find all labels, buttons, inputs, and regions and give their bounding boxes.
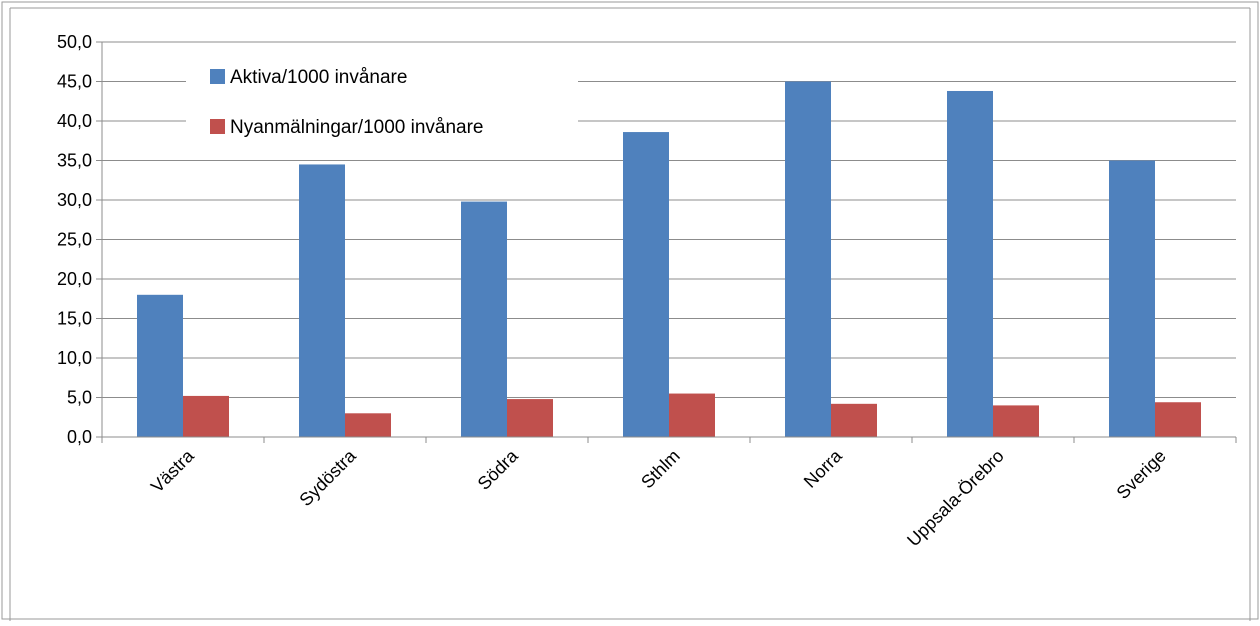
x-tick-label: Sydöstra (295, 445, 360, 510)
bar (461, 201, 507, 437)
bar (947, 90, 993, 437)
y-tick-label: 15,0 (57, 309, 92, 329)
y-tick-label: 20,0 (57, 269, 92, 289)
y-tick-label: 10,0 (57, 348, 92, 368)
bar (669, 393, 715, 437)
x-tick-label: Sverige (1113, 446, 1170, 503)
y-tick-label: 5,0 (67, 388, 92, 408)
bar (1109, 160, 1155, 437)
x-tick-label: Södra (474, 445, 523, 494)
y-tick-label: 35,0 (57, 151, 92, 171)
x-tick-label: Uppsala-Örebro (903, 446, 1008, 551)
legend-label: Nyanmälningar/1000 invånare (230, 117, 484, 138)
legend-label: Aktiva/1000 invånare (230, 67, 407, 88)
y-tick-label: 30,0 (57, 190, 92, 210)
bar (299, 164, 345, 437)
x-tick-label: Sthlm (637, 446, 684, 493)
y-tick-label: 45,0 (57, 72, 92, 92)
bar (1155, 402, 1201, 437)
legend-box (186, 58, 578, 154)
bar (507, 399, 553, 437)
y-tick-label: 0,0 (67, 427, 92, 447)
bar (831, 403, 877, 437)
bar (137, 294, 183, 437)
legend-swatch (210, 119, 225, 134)
x-tick-label: Västra (147, 445, 199, 497)
bar (623, 132, 669, 437)
y-tick-label: 25,0 (57, 230, 92, 250)
legend-swatch (210, 69, 225, 84)
bar (345, 413, 391, 437)
bar (785, 81, 831, 437)
x-tick-label: Norra (800, 445, 847, 492)
bar (183, 395, 229, 437)
y-tick-label: 50,0 (57, 32, 92, 52)
y-tick-label: 40,0 (57, 111, 92, 131)
bar (993, 405, 1039, 437)
